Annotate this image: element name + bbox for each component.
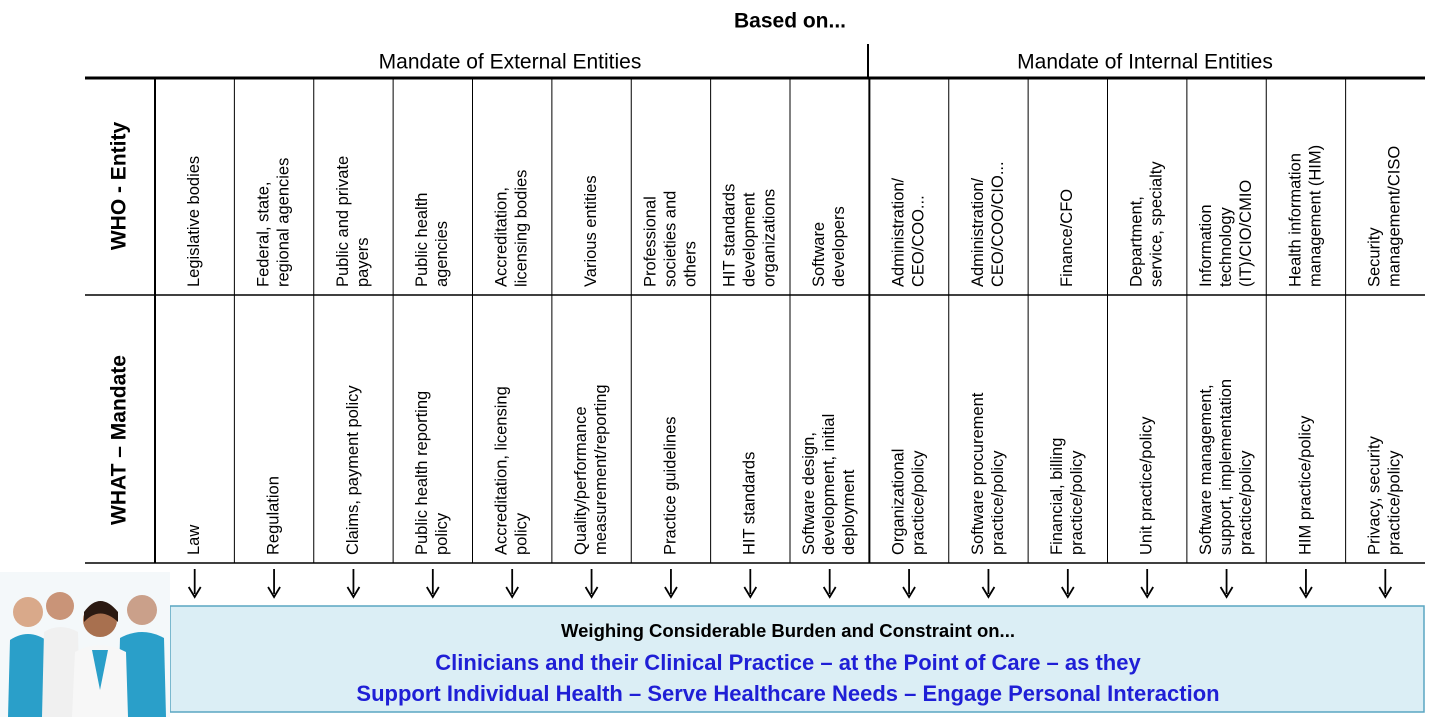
cell-text: developers [830, 206, 848, 287]
title: Based on... [734, 10, 846, 33]
arrow-head [346, 586, 361, 599]
cell-text: CEO/COO/CIO... [989, 161, 1007, 287]
cell-text: HIT standards [721, 184, 739, 287]
cell-text: Federal, state, [254, 182, 272, 287]
cell-text: agencies [433, 221, 451, 287]
cell-text: practice/policy [909, 450, 927, 555]
cell-text: technology [1217, 206, 1235, 287]
cell-text: Quality/performance [572, 406, 590, 555]
arrow-head [584, 586, 599, 599]
arrow-head [822, 586, 837, 599]
arrow-head [1219, 586, 1234, 599]
cell-text: Public and private [334, 156, 352, 287]
arrow-head [743, 586, 758, 599]
cell-text: management (HIM) [1306, 145, 1324, 287]
cell-text: Unit practice/policy [1138, 416, 1156, 555]
cell-text: Health information [1286, 153, 1304, 287]
cell-text: Regulation [264, 476, 282, 555]
cell-text: policy [513, 512, 531, 555]
arrow-head [187, 586, 202, 599]
cell-text: Organizational [889, 449, 907, 555]
cell-text: Law [185, 525, 203, 555]
footer-box [169, 605, 1425, 713]
arrow-head [1378, 586, 1393, 599]
cell-text: measurement/reporting [592, 384, 610, 555]
cell-text: Public health reporting [413, 391, 431, 555]
cell-text: policy [433, 512, 451, 555]
arrow-head [1140, 586, 1154, 599]
row-label: WHAT – Mandate [108, 355, 131, 525]
cell-text: Accreditation, [493, 187, 511, 287]
cell-text: Professional [641, 196, 659, 287]
arrow-head [1299, 586, 1313, 599]
arrow-head [664, 586, 678, 599]
footer-line: Clinicians and their Clinical Practice –… [435, 650, 1141, 675]
cell-text: Accreditation, licensing [493, 386, 511, 555]
arrow-head [426, 586, 440, 599]
clinicians-image [0, 572, 170, 717]
arrow-head [902, 586, 916, 599]
cell-text: Software [810, 222, 828, 287]
cell-text: deployment [840, 469, 858, 555]
cell-text: development [741, 192, 759, 287]
cell-text: Public health [413, 193, 431, 287]
cell-text: service, specialty [1148, 161, 1166, 287]
cell-text: Software design, [800, 432, 818, 555]
arrow-head [505, 586, 519, 599]
cell-text: practice/policy [989, 450, 1007, 555]
cell-text: Financial, billing [1048, 438, 1066, 555]
cell-text: Various entities [582, 175, 600, 287]
cell-text: Practice guidelines [661, 417, 679, 556]
group-label: Mandate of External Entities [379, 51, 642, 74]
cell-text: practice/policy [1237, 450, 1255, 555]
cell-text: Security [1366, 227, 1384, 287]
cell-text: practice/policy [1386, 450, 1404, 555]
cell-text: development, initial [820, 414, 838, 555]
cell-text: Software management, [1197, 384, 1215, 555]
cell-text: HIM practice/policy [1296, 415, 1314, 555]
footer-lead: Weighing Considerable Burden and Constra… [561, 620, 1015, 641]
cell-text: societies and [661, 191, 679, 287]
cell-text: practice/policy [1068, 450, 1086, 555]
footer-line: Support Individual Health – Serve Health… [356, 681, 1219, 706]
cell-text: Software procurement [969, 392, 987, 555]
cell-text: (IT)/CIO/CMIO [1237, 180, 1255, 287]
arrow-head [1061, 586, 1075, 599]
cell-text: HIT standards [741, 452, 759, 555]
group-label: Mandate of Internal Entities [1017, 51, 1273, 74]
arrow-head [267, 586, 281, 599]
cell-text: Claims, payment policy [344, 385, 362, 555]
cell-text: Information [1197, 204, 1215, 287]
cell-text: payers [354, 237, 372, 287]
cell-text: Administration/ [969, 177, 987, 287]
cell-text: Finance/CFO [1058, 189, 1076, 287]
cell-text: Legislative bodies [185, 156, 203, 287]
row-label: WHO - Entity [108, 122, 131, 251]
cell-text: Department, [1128, 196, 1146, 287]
cell-text: management/CISO [1386, 146, 1404, 287]
cell-text: support, implementation [1217, 379, 1235, 555]
cell-text: others [681, 241, 699, 287]
cell-text: licensing bodies [513, 170, 531, 287]
cell-text: regional agencies [274, 158, 292, 287]
cell-text: Privacy, security [1366, 435, 1384, 555]
arrow-head [981, 586, 996, 599]
cell-text: CEO/COO... [909, 195, 927, 287]
cell-text: organizations [761, 189, 779, 287]
cell-text: Administration/ [889, 177, 907, 287]
